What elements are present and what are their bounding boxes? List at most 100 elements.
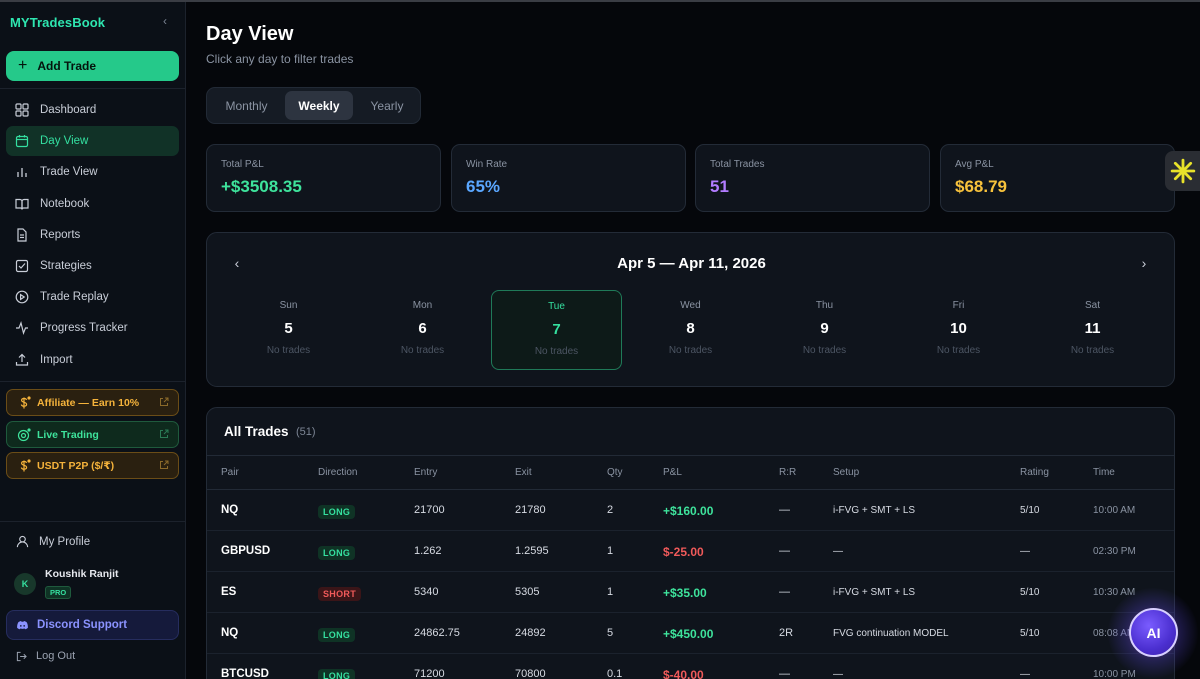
day-date: 8: [686, 320, 695, 337]
avatar[interactable]: K: [14, 573, 36, 595]
sidebar-item-reports[interactable]: Reports: [6, 220, 179, 250]
ai-assistant-button[interactable]: AI: [1129, 608, 1178, 657]
cell-entry: 1.262: [414, 545, 442, 557]
column-header-pair[interactable]: Pair: [221, 467, 239, 478]
sidebar-item-notebook[interactable]: Notebook: [6, 189, 179, 219]
table-row[interactable]: GBPUSD LONG 1.262 1.2595 1 $-25.00 — — —…: [207, 531, 1174, 572]
cell-time: 10:00 AM: [1093, 505, 1136, 516]
day-date: 5: [284, 320, 293, 337]
column-header-qty[interactable]: Qty: [607, 467, 623, 478]
live-trading-link[interactable]: Live Trading: [6, 421, 179, 448]
sidebar-item-label: Trade Replay: [40, 291, 109, 304]
day-trade-status: No trades: [668, 345, 713, 356]
sidebar-item-label: Strategies: [40, 259, 92, 272]
day-name: Sun: [279, 300, 298, 311]
table-row[interactable]: BTCUSD LONG 71200 70800 0.1 $-40.00 — — …: [207, 654, 1174, 679]
table-row[interactable]: NQ LONG 21700 21780 2 +$160.00 — i-FVG +…: [207, 490, 1174, 531]
table-row[interactable]: ES SHORT 5340 5305 1 +$35.00 — i-FVG + S…: [207, 572, 1174, 613]
day-trade-status: No trades: [802, 345, 847, 356]
trades-title: All Trades: [224, 424, 289, 439]
cell-entry: 24862.75: [414, 627, 460, 639]
stat-label: Win Rate: [466, 159, 508, 170]
dollar-sparkle-icon: [17, 458, 31, 473]
sidebar-item-label: Import: [40, 353, 73, 366]
next-week-chevron-icon[interactable]: ›: [1141, 255, 1147, 271]
day-cell-mon[interactable]: Mon 6 No trades: [357, 290, 488, 370]
day-cell-fri[interactable]: Fri 10 No trades: [893, 290, 1024, 370]
sidebar-item-trade-replay[interactable]: Trade Replay: [6, 282, 179, 312]
sidebar-item-day-view[interactable]: Day View: [6, 126, 179, 157]
column-header-direction[interactable]: Direction: [318, 467, 358, 478]
tab-monthly[interactable]: Monthly: [225, 98, 268, 113]
cell-time: 10:00 PM: [1093, 669, 1136, 679]
external-link-icon: [160, 460, 169, 469]
tab-yearly[interactable]: Yearly: [370, 98, 404, 113]
day-cell-wed[interactable]: Wed 8 No trades: [625, 290, 756, 370]
day-cell-sun[interactable]: Sun 5 No trades: [223, 290, 354, 370]
column-header-setup[interactable]: Setup: [833, 467, 860, 478]
cell-setup: i-FVG + SMT + LS: [833, 587, 916, 598]
sidebar-item-strategies[interactable]: Strategies: [6, 251, 179, 281]
sidebar-item-label: Notebook: [40, 197, 90, 210]
log-out-link[interactable]: Log Out: [16, 650, 75, 662]
cell-pair: BTCUSD: [221, 668, 269, 679]
column-header-entry[interactable]: Entry: [414, 467, 438, 478]
window-top-border: [0, 0, 1200, 2]
live-trading-label: Live Trading: [37, 428, 99, 441]
extension-tab[interactable]: [1165, 151, 1200, 191]
day-date: 10: [950, 320, 967, 337]
plan-badge: PRO: [45, 586, 72, 599]
plus-icon: +: [18, 57, 28, 74]
my-profile-link[interactable]: My Profile: [16, 535, 90, 548]
direction-badge: SHORT: [318, 587, 361, 601]
column-header-rating[interactable]: Rating: [1020, 467, 1049, 478]
main-content: Day View Click any day to filter trades …: [187, 0, 1200, 679]
day-cell-thu[interactable]: Thu 9 No trades: [759, 290, 890, 370]
column-header-exit[interactable]: Exit: [515, 467, 532, 478]
stat-value: $68.79: [955, 177, 1007, 196]
day-cell-sat[interactable]: Sat 11 No trades: [1027, 290, 1158, 370]
usdt-p2p-link[interactable]: USDT P2P ($/₹): [6, 452, 179, 479]
stat-label: Avg P&L: [955, 159, 994, 170]
cell-exit: 70800: [515, 668, 546, 679]
previous-week-chevron-icon[interactable]: ‹: [234, 255, 240, 271]
sidebar-item-label: Trade View: [40, 166, 98, 179]
week-calendar: ‹ Apr 5 — Apr 11, 2026 › Sun 5 No trades…: [206, 232, 1175, 387]
cell-time: 02:30 PM: [1093, 546, 1136, 557]
column-header-time[interactable]: Time: [1093, 467, 1115, 478]
collapse-sidebar-icon[interactable]: ‹: [163, 14, 167, 28]
cell-setup: —: [833, 546, 843, 557]
calendar-icon: [15, 134, 29, 148]
tab-weekly[interactable]: Weekly: [285, 91, 353, 120]
sidebar-item-trade-view[interactable]: Trade View: [6, 157, 179, 187]
sidebar-item-label: Dashboard: [40, 104, 97, 116]
cell-exit: 5305: [515, 586, 540, 598]
direction-badge: LONG: [318, 505, 356, 519]
cell-qty: 5: [607, 627, 614, 639]
my-profile-label: My Profile: [39, 535, 91, 548]
brand-logo[interactable]: MYTradesBook: [10, 15, 106, 30]
sidebar-item-progress-tracker[interactable]: Progress Tracker: [6, 313, 179, 343]
sidebar-item-label: Progress Tracker: [40, 322, 128, 335]
external-link-icon: [160, 397, 169, 406]
sidebar-item-dashboard[interactable]: Dashboard: [6, 95, 179, 125]
column-header-rr[interactable]: R:R: [779, 467, 797, 478]
day-cell-tue[interactable]: Tue 7 No trades: [491, 290, 622, 370]
cell-rr: 2R: [779, 627, 794, 639]
day-date: 9: [820, 320, 829, 337]
external-link-icon: [160, 429, 169, 438]
stat-card-total-pnl: Total P&L +$3508.35: [206, 144, 441, 212]
cell-pair: ES: [221, 586, 237, 598]
day-date: 7: [552, 321, 561, 338]
bar-chart-icon: [15, 165, 29, 179]
cell-pnl: $-40.00: [663, 668, 704, 679]
add-trade-button[interactable]: + Add Trade: [6, 51, 179, 81]
cell-pnl: +$35.00: [663, 586, 707, 600]
column-header-pnl[interactable]: P&L: [663, 467, 682, 478]
affiliate-link[interactable]: Affiliate — Earn 10%: [6, 389, 179, 416]
cell-qty: 0.1: [607, 668, 623, 679]
cell-rating: 5/10: [1020, 628, 1040, 639]
table-row[interactable]: NQ LONG 24862.75 24892 5 +$450.00 2R FVG…: [207, 613, 1174, 654]
discord-support-button[interactable]: Discord Support: [6, 610, 179, 640]
sidebar-item-import[interactable]: Import: [6, 345, 179, 375]
